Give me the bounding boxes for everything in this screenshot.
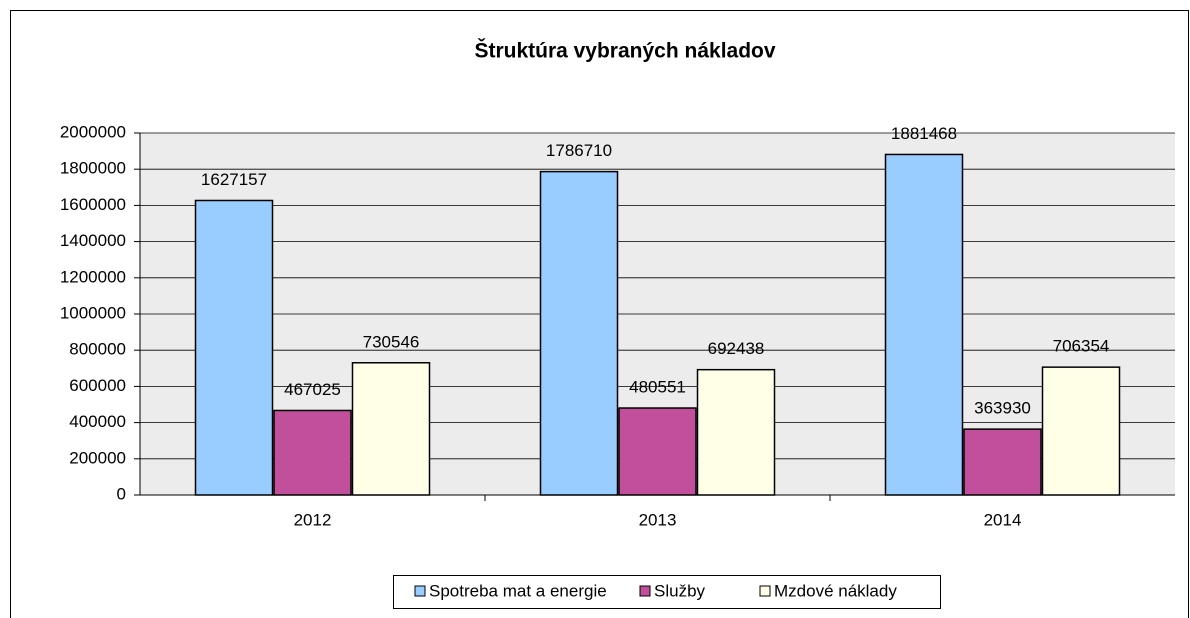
- y-tick-label: 800000: [69, 340, 126, 359]
- y-tick-label: 1400000: [60, 231, 126, 250]
- legend-label: Mzdové náklady: [774, 581, 897, 600]
- bar: [351, 362, 431, 496]
- data-label: 706354: [1053, 337, 1110, 356]
- legend-swatch: [414, 585, 426, 597]
- legend-swatch: [759, 585, 771, 597]
- y-tick-label: 400000: [69, 412, 126, 431]
- y-tick-label: 0: [117, 484, 126, 503]
- bar: [194, 199, 274, 496]
- bar: [539, 170, 619, 496]
- bar: [273, 409, 352, 496]
- legend-swatch: [639, 585, 651, 597]
- y-tick-label: 200000: [69, 448, 126, 467]
- bar: [884, 153, 964, 496]
- data-label: 1881468: [891, 124, 957, 143]
- bar: [696, 368, 776, 496]
- legend-box: [393, 575, 941, 609]
- legend-label: Spotreba mat a energie: [429, 581, 607, 600]
- data-label: 1786710: [546, 141, 612, 160]
- data-label: 467025: [284, 380, 341, 399]
- y-tick-label: 600000: [69, 376, 126, 395]
- x-tick-label: 2012: [294, 510, 332, 529]
- chart-title: Štruktúra vybraných nákladov: [474, 39, 775, 63]
- y-tick-label: 1800000: [60, 159, 126, 178]
- data-label: 1627157: [201, 170, 267, 189]
- bar: [1041, 366, 1121, 496]
- x-tick-label: 2013: [639, 510, 677, 529]
- bar: [963, 428, 1042, 496]
- y-tick-label: 1600000: [60, 195, 126, 214]
- data-label: 363930: [974, 399, 1031, 418]
- data-label: 692438: [708, 339, 765, 358]
- y-tick-label: 1000000: [60, 303, 126, 322]
- data-label: 730546: [363, 332, 420, 351]
- y-tick-label: 1200000: [60, 267, 126, 286]
- x-tick-label: 2014: [984, 510, 1022, 529]
- legend: Spotreba mat a energie Služby Mzdové nákla…: [393, 575, 941, 609]
- bar: [618, 407, 697, 496]
- y-tick-label: 2000000: [60, 122, 126, 141]
- legend-label: Služby: [654, 581, 706, 600]
- data-label: 480551: [629, 378, 686, 397]
